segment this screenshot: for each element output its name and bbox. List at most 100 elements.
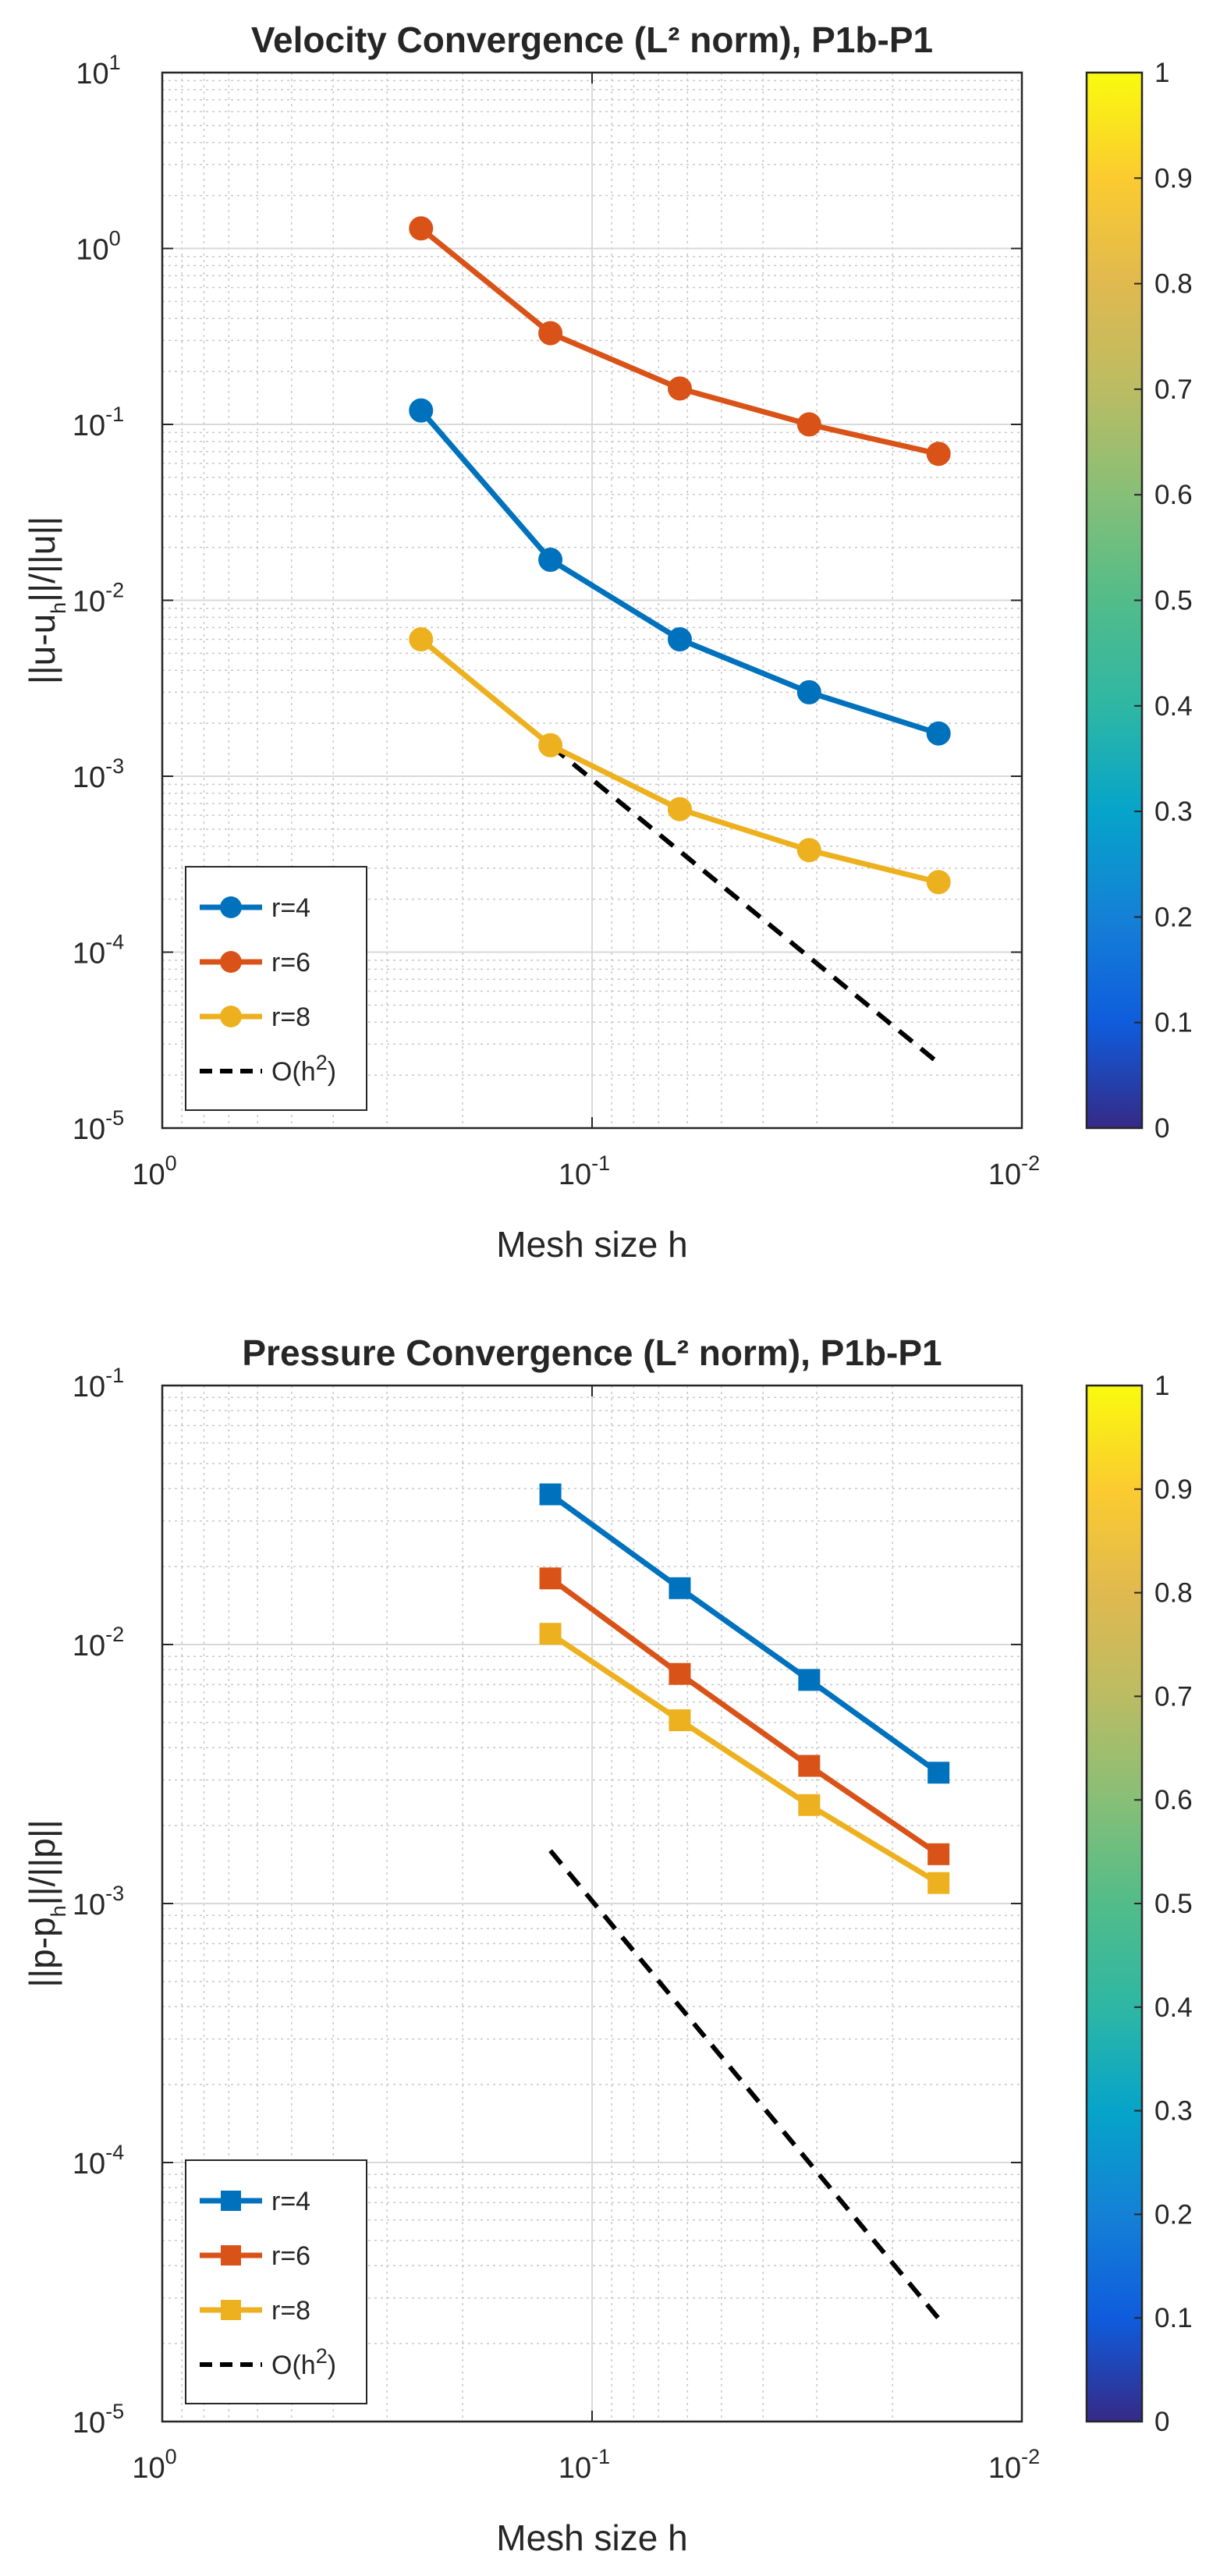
legend-swatch-marker bbox=[220, 896, 242, 918]
colorbar-gradient bbox=[1085, 1384, 1144, 2423]
legend-swatch-marker bbox=[221, 2300, 241, 2320]
data-point bbox=[538, 733, 563, 758]
y-tick-label: 10-5 bbox=[73, 1106, 124, 1146]
data-point bbox=[927, 1872, 950, 1894]
legend-swatch-marker bbox=[220, 951, 242, 973]
y-tick-base: 10 bbox=[73, 1630, 105, 1662]
colorbar-tick-label: 0.2 bbox=[1154, 2199, 1193, 2230]
y-tick-base: 10 bbox=[76, 58, 108, 90]
colorbar-tick-label: 0.4 bbox=[1154, 691, 1193, 722]
data-point bbox=[538, 548, 563, 573]
legend-reference-tail: ) bbox=[328, 1057, 336, 1087]
colorbar-tick-label: 0 bbox=[1154, 1113, 1169, 1144]
y-tick-base: 10 bbox=[73, 1371, 105, 1403]
colorbar-gradient bbox=[1085, 71, 1144, 1130]
y-tick-exponent: -4 bbox=[105, 931, 124, 954]
series-line bbox=[548, 1631, 941, 1886]
x-axis-label: Mesh size h bbox=[496, 2517, 687, 2558]
y-axis-label: ||u-uh||/||u|| bbox=[22, 516, 70, 684]
y-tick-exponent: -2 bbox=[105, 579, 124, 602]
data-point bbox=[798, 1794, 821, 1816]
y-axis-label-tail: ||/||u|| bbox=[22, 516, 62, 602]
data-point bbox=[538, 321, 563, 346]
data-point bbox=[539, 1623, 562, 1645]
colorbar-tick-label: 0.4 bbox=[1154, 1992, 1193, 2023]
reference-line-oh2 bbox=[548, 1849, 941, 2320]
series-r=4 bbox=[409, 398, 951, 746]
legend-swatch-marker bbox=[221, 2191, 241, 2211]
legend-reference-base: O(h bbox=[271, 1057, 316, 1087]
y-tick-exponent: -3 bbox=[105, 1882, 124, 1905]
legend-label: r=4 bbox=[271, 2187, 310, 2216]
plot-frame bbox=[161, 71, 1023, 1130]
data-point bbox=[927, 1762, 950, 1784]
x-tick-label: 10-2 bbox=[988, 2445, 1040, 2485]
colorbar: 0 0.1 0.2 0.3 0.4 0.5 0.6 0.7 0.8 0.9 1 bbox=[1085, 1371, 1193, 2437]
legend-reference-tail: ) bbox=[328, 2351, 336, 2380]
y-tick-base: 10 bbox=[73, 1889, 105, 1921]
colorbar-tick-label: 0.3 bbox=[1154, 797, 1193, 827]
colorbar-tick-label: 0.6 bbox=[1154, 1785, 1193, 1815]
y-tick-base: 10 bbox=[73, 586, 105, 619]
x-tick-exponent: -2 bbox=[1021, 2445, 1040, 2468]
colorbar-tick-label: 0.3 bbox=[1154, 2096, 1193, 2127]
colorbar-tick-label: 0.7 bbox=[1154, 374, 1193, 405]
series-line bbox=[548, 1492, 941, 1776]
x-tick-base: 10 bbox=[559, 2452, 591, 2485]
x-tick-label: 10-1 bbox=[559, 1151, 610, 1191]
colorbar: 0 0.1 0.2 0.3 0.4 0.5 0.6 0.7 0.8 0.9 1 bbox=[1085, 58, 1193, 1144]
y-tick-exponent: -4 bbox=[105, 2141, 124, 2164]
data-point bbox=[669, 1709, 691, 1732]
x-tick-exponent: -1 bbox=[591, 2445, 610, 2468]
y-axis-label-subscript: h bbox=[47, 1905, 70, 1917]
chart-title: Velocity Convergence (L² norm), P1b-P1 bbox=[251, 20, 933, 60]
y-axis-label-main: ||p-p bbox=[22, 1917, 62, 1987]
y-tick-exponent: -3 bbox=[105, 754, 124, 778]
y-tick-base: 10 bbox=[73, 2148, 105, 2180]
x-axis-label: Mesh size h bbox=[496, 1224, 687, 1265]
y-tick-base: 10 bbox=[73, 761, 105, 794]
legend-reference-exponent: 2 bbox=[316, 1051, 328, 1074]
series-r=8 bbox=[539, 1623, 950, 1894]
series-r=4 bbox=[539, 1483, 950, 1784]
colorbar-tick-label: 0.9 bbox=[1154, 1474, 1193, 1505]
x-tick-label: 100 bbox=[132, 2445, 176, 2485]
data-point bbox=[927, 1843, 950, 1865]
y-tick-base: 10 bbox=[76, 234, 108, 267]
x-tick-exponent: 0 bbox=[165, 2445, 177, 2468]
data-point bbox=[667, 376, 692, 401]
series-r=6 bbox=[409, 216, 951, 467]
legend-label: r=8 bbox=[271, 2296, 310, 2326]
y-tick-label: 10-3 bbox=[73, 1882, 124, 1921]
colorbar-tick-label: 0.9 bbox=[1154, 163, 1193, 193]
y-tick-exponent: -1 bbox=[105, 403, 124, 426]
data-point bbox=[926, 870, 951, 895]
chart-title: Pressure Convergence (L² norm), P1b-P1 bbox=[242, 1332, 942, 1373]
colorbar-tick-label: 0.5 bbox=[1154, 1889, 1193, 1919]
x-tick-exponent: -1 bbox=[591, 1151, 610, 1175]
y-tick-label: 10-4 bbox=[73, 2141, 124, 2180]
data-point bbox=[798, 1755, 821, 1777]
y-axis-label-tail: ||/||p|| bbox=[22, 1819, 62, 1905]
data-point bbox=[409, 216, 434, 241]
y-axis-label-subscript: h bbox=[47, 602, 70, 614]
x-tick-base: 10 bbox=[132, 2452, 165, 2485]
y-tick-label: 10-1 bbox=[73, 403, 124, 442]
data-point bbox=[409, 398, 434, 423]
y-tick-exponent: -2 bbox=[105, 1623, 124, 1646]
legend-swatch-marker bbox=[220, 1006, 242, 1027]
colorbar-tick-label: 0.6 bbox=[1154, 480, 1193, 510]
data-point bbox=[539, 1567, 562, 1590]
y-tick-base: 10 bbox=[73, 2407, 105, 2439]
velocity-convergence-panel: 100 10-1 10-210-510-410-310-210-1100101Vel… bbox=[22, 20, 1193, 1265]
colorbar-tick-label: 1 bbox=[1154, 58, 1169, 88]
y-tick-exponent: -5 bbox=[105, 1106, 124, 1130]
legend-label-reference: O(h2) bbox=[271, 2344, 336, 2380]
series-r=8 bbox=[409, 627, 951, 895]
legend-reference-exponent: 2 bbox=[316, 2344, 328, 2368]
data-point bbox=[667, 797, 692, 821]
colorbar-tick-label: 1 bbox=[1154, 1371, 1169, 1401]
y-tick-base: 10 bbox=[73, 410, 105, 442]
legend-label: r=6 bbox=[271, 2241, 310, 2271]
